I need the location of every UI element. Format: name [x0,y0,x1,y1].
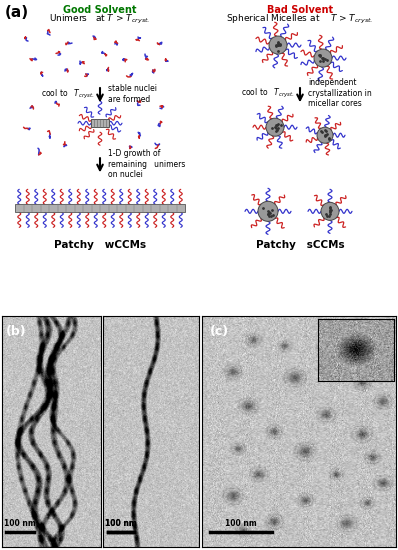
Circle shape [258,201,278,221]
Text: 100 nm: 100 nm [105,519,137,529]
Text: 100 nm: 100 nm [105,519,137,529]
Text: Good Solvent: Good Solvent [63,5,137,15]
Circle shape [314,49,332,67]
Text: (b): (b) [6,325,26,338]
Text: 100 nm: 100 nm [226,519,257,529]
Text: cool to   $\mathit{T}_{cryst.}$: cool to $\mathit{T}_{cryst.}$ [241,86,295,100]
Circle shape [266,118,284,136]
Text: Bad Solvent: Bad Solvent [267,5,333,15]
Circle shape [269,36,287,54]
Text: stable nuclei
are formed: stable nuclei are formed [108,85,157,104]
Text: Patchy   sCCMs: Patchy sCCMs [256,240,344,250]
Text: (c): (c) [209,325,228,338]
Text: Unimers   at $\mathit{T}$ > $\mathit{T}_{cryst.}$: Unimers at $\mathit{T}$ > $\mathit{T}_{c… [49,13,150,26]
Circle shape [321,202,339,221]
Text: 1-D growth of
remaining   unimers
on nuclei: 1-D growth of remaining unimers on nucle… [108,150,185,179]
Bar [91,119,109,127]
Text: cool to   $\mathit{T}_{cryst.}$: cool to $\mathit{T}_{cryst.}$ [41,87,95,101]
Text: Patchy   wCCMs: Patchy wCCMs [54,240,146,250]
Circle shape [317,127,333,143]
Text: independent
crystallization in
micellar cores: independent crystallization in micellar … [308,78,372,108]
Text: Spherical Micelles at    $\mathit{T}$ > $\mathit{T}_{cryst.}$: Spherical Micelles at $\mathit{T}$ > $\m… [226,13,374,26]
Text: 100 nm: 100 nm [4,519,36,529]
Text: (a): (a) [5,5,29,20]
Bar [15,205,185,212]
